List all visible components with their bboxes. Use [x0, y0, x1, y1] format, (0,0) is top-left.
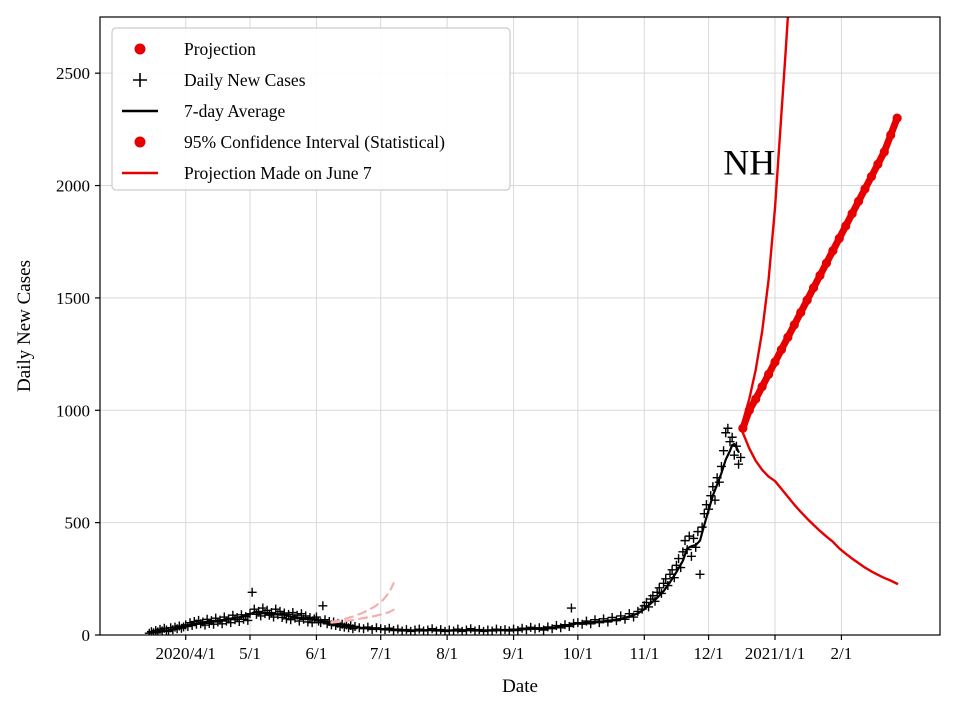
x-tick-label: 12/1	[693, 644, 723, 663]
series-ci-lower	[741, 431, 899, 585]
y-tick-label: 1500	[56, 289, 90, 308]
x-tick-label: 10/1	[563, 644, 593, 663]
x-tick-label: 11/1	[629, 644, 659, 663]
legend-entry: Projection Made on June 7	[122, 163, 372, 183]
y-axis-label: Daily New Cases	[14, 260, 35, 392]
x-axis-ticks: 2020/4/1 5/1 6/1 7/1 8/1 9/1 10/1 11/1 12/1 2021/…	[155, 635, 852, 663]
y-tick-label: 1000	[56, 401, 90, 420]
x-tick-label: 5/1	[239, 644, 261, 663]
y-tick-label: 0	[82, 626, 91, 645]
x-tick-label: 2021/1/1	[745, 644, 805, 663]
legend-entry: Projection	[134, 39, 256, 59]
legend-dot-marker	[134, 43, 146, 55]
legend-label: 95% Confidence Interval (Statistical)	[184, 132, 445, 152]
legend-dot-marker	[134, 136, 146, 148]
y-axis-ticks: 0 500 1000 1500 2000 2500	[56, 64, 100, 645]
legend-label: Daily New Cases	[184, 70, 306, 90]
x-tick-label: 8/1	[436, 644, 458, 663]
x-tick-label: 9/1	[503, 644, 525, 663]
x-axis-label: Date	[502, 676, 538, 697]
series-projection	[738, 113, 902, 433]
plot-border	[99, 16, 941, 636]
legend-plus-marker	[133, 73, 147, 87]
legend-label: 7-day Average	[184, 101, 285, 121]
legend-box	[111, 27, 511, 191]
series-ci-upper	[741, 17, 790, 423]
x-tick-label: 2/1	[831, 644, 853, 663]
x-tick-label: 7/1	[370, 644, 392, 663]
plot-series	[144, 17, 902, 635]
legend-entry: 95% Confidence Interval (Statistical)	[134, 132, 445, 152]
legend-label: Projection	[184, 39, 256, 59]
legend-entry: Daily New Cases	[133, 70, 306, 90]
series-june7-projection-lower	[330, 608, 395, 624]
y-tick-label: 2500	[56, 64, 90, 83]
series-june7-projection-upper	[330, 582, 395, 624]
series-7-day-average	[154, 442, 740, 634]
y-tick-label: 500	[65, 514, 91, 533]
y-tick-label: 2000	[56, 177, 90, 196]
legend-entry: 7-day Average	[122, 101, 285, 121]
state-annotation: NH	[723, 142, 775, 182]
x-tick-label: 6/1	[306, 644, 328, 663]
x-tick-label: 2020/4/1	[155, 644, 215, 663]
legend: Projection Daily New Cases 7-day Average 95…	[111, 27, 511, 191]
legend-label: Projection Made on June 7	[184, 163, 372, 183]
